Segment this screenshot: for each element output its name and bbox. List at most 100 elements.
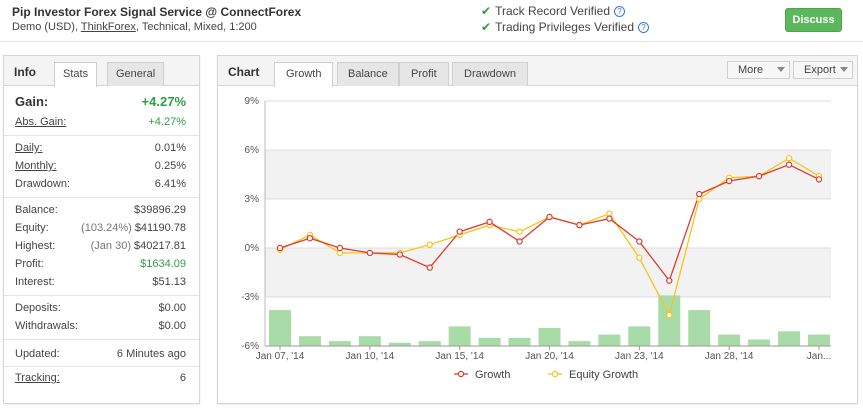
- daily-label[interactable]: Daily:: [15, 142, 43, 154]
- data-point-growth: [606, 215, 613, 222]
- y-tick-label: 9%: [245, 96, 260, 107]
- profit-label: Profit:: [15, 258, 44, 270]
- info-heading: Info: [14, 65, 36, 79]
- data-point-growth: [516, 238, 523, 245]
- volume-bar: [658, 295, 681, 346]
- data-point-growth: [755, 172, 763, 180]
- updated-label: Updated:: [15, 348, 60, 360]
- volume-bar: [808, 334, 830, 346]
- daily-value: 0.01%: [154, 142, 186, 154]
- highest-row: Highest: (Jan 30) $40217.81: [4, 237, 199, 255]
- abs-gain-row: Abs. Gain: +4.27%: [4, 113, 199, 131]
- data-point-equity-growth: [426, 241, 433, 248]
- volume-bar: [448, 326, 471, 346]
- x-tick-label: Jan 20, '14: [525, 351, 574, 362]
- x-tick-label: Jan 10, '14: [346, 351, 395, 362]
- highest-label: Highest:: [15, 240, 56, 252]
- data-point-equity-growth: [516, 228, 523, 235]
- volume-bar: [388, 342, 411, 346]
- chart-band: [265, 150, 831, 199]
- interest-value: $51.13: [152, 276, 186, 288]
- data-point-equity-growth: [666, 311, 673, 319]
- x-tick-label: Jan...: [807, 351, 831, 362]
- export-dropdown[interactable]: Export: [793, 61, 853, 79]
- chevron-down-icon: [777, 67, 785, 72]
- data-point-growth: [426, 264, 433, 271]
- data-point-growth: [276, 244, 284, 252]
- volume-bar: [628, 326, 651, 346]
- data-point-growth: [396, 251, 403, 258]
- volume-bar: [358, 336, 381, 346]
- export-label: Export: [804, 64, 836, 76]
- gain-label: Gain:: [15, 94, 49, 109]
- gain-row: Gain: +4.27%: [4, 91, 199, 113]
- info-tabbar: Info Stats General: [4, 56, 199, 87]
- volume-bar: [568, 341, 591, 346]
- drawdown-row: Drawdown: 6.41%: [4, 175, 199, 193]
- legend-label: Equity Growth: [569, 369, 638, 381]
- volume-bar: [328, 341, 351, 346]
- balance-label: Balance:: [15, 204, 58, 216]
- legend-marker: [551, 370, 559, 378]
- equity-value: $41190.78: [134, 222, 186, 234]
- balance-row: Balance: $39896.29: [4, 201, 199, 219]
- legend-marker: [457, 370, 465, 378]
- data-point-growth: [486, 218, 493, 226]
- profit-row: Profit: $1634.09: [4, 255, 199, 273]
- system-subtitle: Demo (USD), ThinkForex, Technical, Mixed…: [12, 21, 257, 33]
- abs-gain-label[interactable]: Abs. Gain:: [15, 116, 67, 128]
- check-icon: ✔: [481, 20, 492, 34]
- tab-balance[interactable]: Balance: [337, 62, 399, 86]
- volume-bar: [748, 339, 771, 346]
- monthly-label[interactable]: Monthly:: [15, 160, 57, 172]
- updated-row: Updated: 6 Minutes ago: [4, 345, 199, 363]
- data-point-growth: [636, 238, 643, 245]
- divider: [4, 366, 199, 367]
- tab-growth[interactable]: Growth: [274, 62, 334, 87]
- data-point-growth: [785, 161, 793, 168]
- x-tick-label: Jan 15, '14: [435, 351, 484, 362]
- tab-drawdown[interactable]: Drawdown: [452, 62, 528, 86]
- divider: [4, 295, 199, 296]
- highest-value-wrap: (Jan 30) $40217.81: [91, 237, 186, 255]
- volume-bar: [598, 334, 621, 346]
- tab-stats[interactable]: Stats: [54, 62, 98, 87]
- chart-band: [265, 248, 831, 297]
- account-details: , Technical, Mixed, 1:200: [135, 21, 257, 33]
- help-icon[interactable]: ?: [614, 6, 625, 18]
- system-title: Pip Investor Forex Signal Service @ Conn…: [12, 5, 302, 19]
- discuss-button[interactable]: Discuss: [785, 8, 842, 32]
- volume-bar: [718, 334, 741, 346]
- tracking-row: Tracking: 6: [4, 369, 199, 387]
- data-point-equity-growth: [636, 254, 643, 261]
- tab-profit[interactable]: Profit: [399, 62, 449, 86]
- system-header: Pip Investor Forex Signal Service @ Conn…: [0, 0, 863, 42]
- tracking-label[interactable]: Tracking:: [15, 372, 60, 384]
- volume-bar: [688, 310, 711, 346]
- x-tick-label: Jan 23, '14: [615, 351, 664, 362]
- help-icon[interactable]: ?: [638, 22, 650, 34]
- data-point-growth: [456, 228, 463, 235]
- volume-bar: [418, 341, 441, 346]
- more-dropdown[interactable]: More: [727, 61, 790, 79]
- volume-bar: [298, 336, 321, 346]
- data-point-growth: [366, 249, 374, 257]
- data-point-growth: [815, 176, 823, 183]
- broker-link[interactable]: ThinkForex: [80, 21, 136, 33]
- chart-tabbar: Chart Growth Balance Profit Drawdown Mor…: [218, 56, 857, 87]
- deposits-label: Deposits:: [15, 302, 61, 314]
- highest-date: (Jan 30): [90, 240, 131, 252]
- equity-percent: (103.24%): [81, 222, 132, 234]
- volume-bar: [538, 328, 561, 346]
- volume-bar: [508, 337, 531, 346]
- tab-general[interactable]: General: [107, 62, 165, 86]
- y-tick-label: 0%: [245, 243, 260, 254]
- balance-value: $39896.29: [134, 204, 186, 216]
- y-tick-label: -3%: [241, 292, 259, 303]
- data-point-equity-growth: [785, 154, 793, 162]
- y-tick-label: 6%: [245, 145, 260, 156]
- x-tick-label: Jan 28, '14: [705, 351, 754, 362]
- stats-list: Gain: +4.27% Abs. Gain: +4.27% Daily: 0.…: [4, 87, 199, 387]
- tracking-value: 6: [179, 372, 186, 384]
- chart-panel: Chart Growth Balance Profit Drawdown Mor…: [217, 55, 858, 404]
